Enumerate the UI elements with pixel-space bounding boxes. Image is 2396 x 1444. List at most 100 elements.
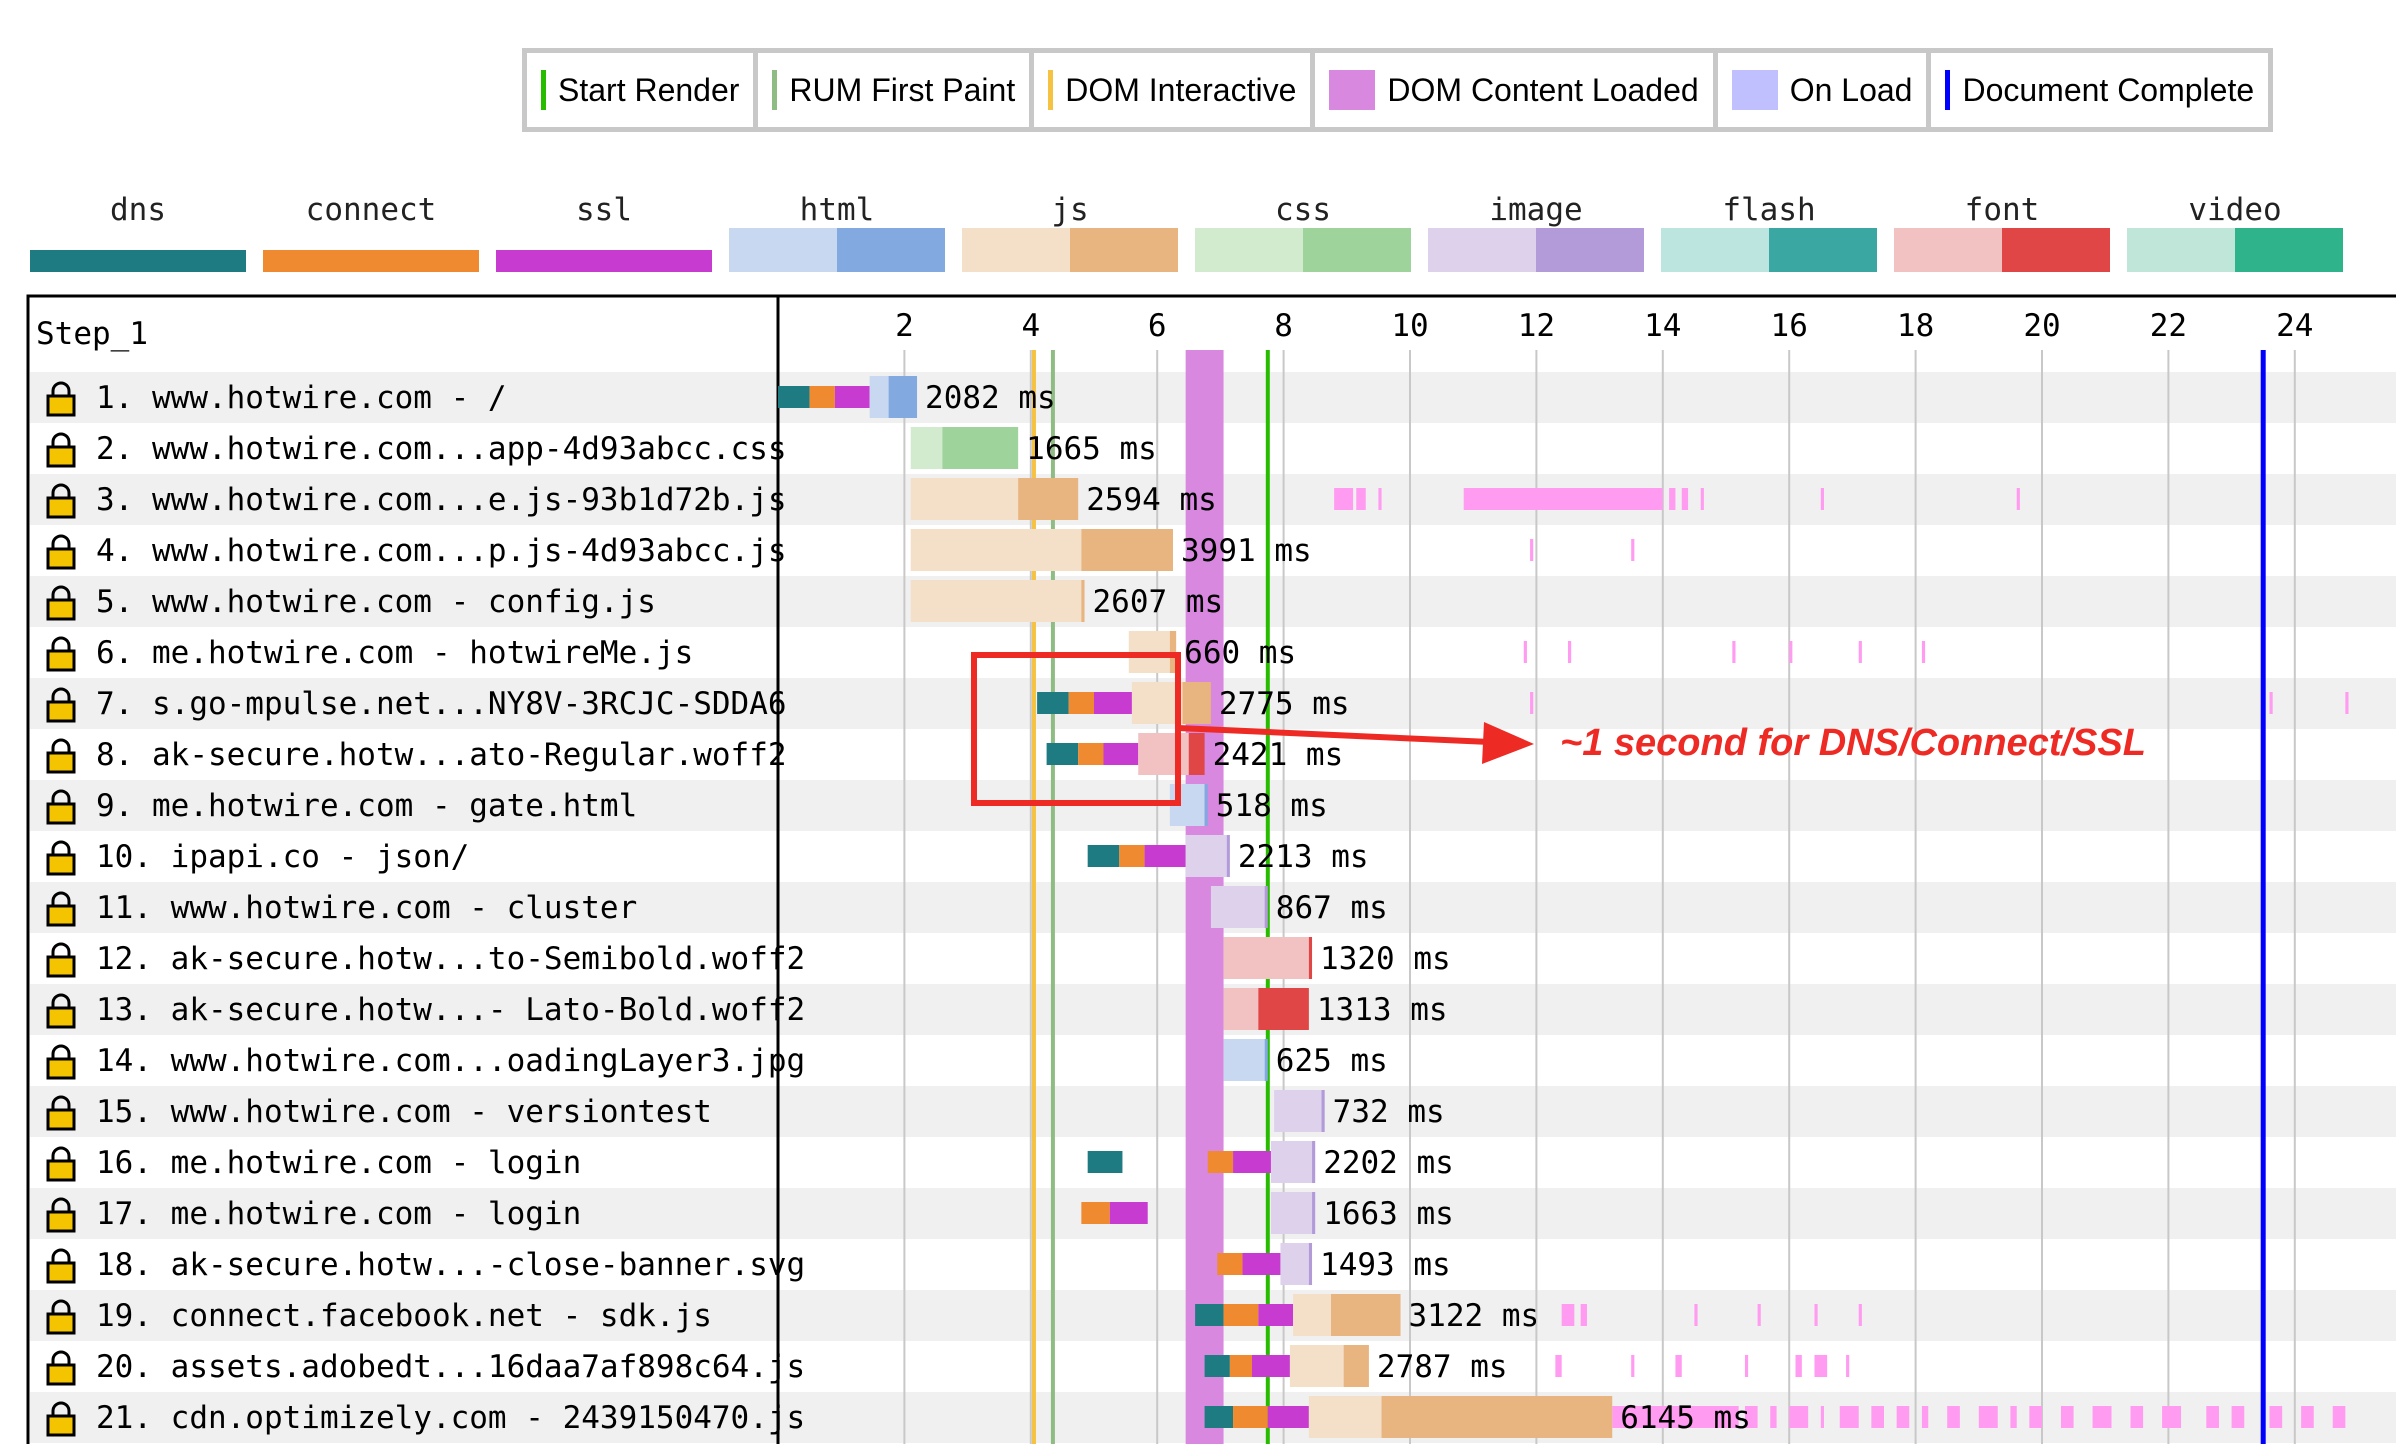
request-duration: 518 ms [1216,788,1328,824]
tick-label: 14 [1644,308,1681,344]
request-duration: 2421 ms [1213,737,1344,773]
legend-swatch [1731,70,1778,110]
request-label: 8. ak-secure.hotw...ato-Regular.woff2 [96,737,787,773]
bar-ssl [1109,1202,1148,1224]
js-execution-mark [1580,1304,1587,1326]
lock-icon [46,942,76,978]
type-label: dns [110,192,166,228]
bar-download [1321,1090,1325,1132]
js-execution-mark [1561,1304,1575,1326]
tick-label: 8 [1274,308,1293,344]
js-execution-mark [1820,488,1824,510]
bar-download [1018,478,1079,520]
js-execution-mark [1814,1355,1828,1377]
type-legend-ssl: ssl [496,188,712,272]
type-legend-font: font [1894,188,2110,272]
bar-connect [809,386,835,408]
request-label: 13. ak-secure.hotw...- Lato-Bold.woff2 [96,992,805,1028]
request-label: 1. www.hotwire.com - / [96,380,507,416]
bar-wait [1274,1090,1322,1132]
js-execution-mark [2345,692,2349,714]
annotation-arrow-line [1177,725,1491,745]
js-execution-mark [1523,641,1527,663]
bar-ssl [1267,1406,1309,1428]
bar-dns [1087,845,1120,867]
request-label: 9. me.hotwire.com - gate.html [96,788,637,824]
bar-download [1226,835,1230,877]
request-label: 15. www.hotwire.com - versiontest [96,1094,712,1130]
type-swatch [2127,228,2343,272]
bar-ssl [1252,1355,1290,1377]
js-execution-mark [1463,488,1663,510]
js-execution-mark [2092,1406,2112,1428]
bar-wait [1308,1396,1382,1438]
legend-swatch [772,70,778,110]
type-label: js [1051,192,1089,228]
js-execution-mark [1947,1406,1960,1428]
request-label: 17. me.hotwire.com - login [96,1196,581,1232]
lock-icon [46,1248,76,1284]
type-swatch [729,228,945,272]
lock-icon [46,1044,76,1080]
legend-item-4: On Load [1718,53,1932,127]
bar-wait [1131,682,1183,724]
tick-label: 4 [1021,308,1040,344]
js-execution-mark [1631,1355,1635,1377]
bar-download [888,376,918,418]
legend-label: DOM Interactive [1065,71,1297,108]
bar-connect [1119,845,1145,867]
js-execution-mark [1631,539,1635,561]
js-execution-mark [2162,1406,2182,1428]
request-duration: 625 ms [1276,1043,1388,1079]
bar-download [1343,1345,1369,1387]
js-execution-mark [1814,1304,1818,1326]
request-duration: 1665 ms [1026,431,1157,467]
js-execution-mark [1858,641,1862,663]
bar-dns [1204,1406,1234,1428]
js-execution-mark [1530,692,1534,714]
legend-item-5: Document Complete [1931,53,2268,127]
lock-icon [46,840,76,876]
js-execution-mark [1921,1406,1929,1428]
js-execution-mark [1770,1406,1777,1428]
request-duration: 867 ms [1276,890,1388,926]
legend-item-3: DOM Content Loaded [1315,53,1718,127]
request-duration: 660 ms [1184,635,1296,671]
type-label: connect [305,192,437,228]
js-execution-mark [1839,1406,1859,1428]
bar-connect [1233,1406,1268,1428]
legend-swatch [1329,70,1376,110]
lock-icon [46,1146,76,1182]
lock-icon [46,585,76,621]
request-duration: 732 ms [1333,1094,1445,1130]
bar-connect [1207,1151,1234,1173]
bar-download [1312,1141,1316,1183]
bar-download [1258,988,1309,1030]
type-legend-video: video [2127,188,2343,272]
request-label: 16. me.hotwire.com - login [96,1145,581,1181]
tick-label: 18 [1897,308,1934,344]
bar-connect [1081,1202,1110,1224]
js-execution-mark [1744,1355,1749,1377]
lock-icon [46,1095,76,1131]
js-execution-mark [1530,539,1534,561]
bar-wait [1289,1345,1344,1387]
legend-label: Start Render [558,71,740,108]
bar-wait [1280,1243,1309,1285]
step-label: Step_1 [36,316,148,352]
request-label: 7. s.go-mpulse.net...NY8V-3RCJC-SDDA6 [96,686,787,722]
js-execution-mark [1378,488,1382,510]
lock-icon [46,534,76,570]
js-execution-mark [1871,1406,1884,1428]
bar-wait [1223,988,1259,1030]
type-legend-dns: dns [30,188,246,272]
bar-wait [1185,835,1227,877]
js-execution-mark [1681,488,1689,510]
bar-ssl [1094,692,1132,714]
js-execution-mark [2130,1406,2144,1428]
request-label: 20. assets.adobedt...16daa7af898c64.js [96,1349,805,1385]
js-execution-mark [2029,1406,2042,1428]
request-duration: 2594 ms [1086,482,1217,518]
bar-wait [1223,937,1309,979]
bar-download [1204,784,1208,826]
